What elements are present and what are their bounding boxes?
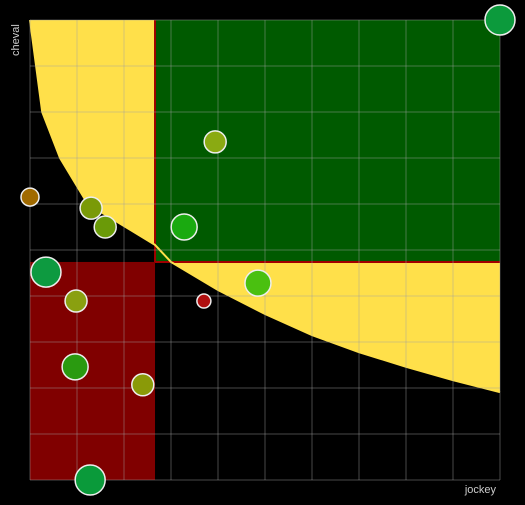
point — [20, 187, 40, 207]
point — [93, 215, 117, 239]
point — [64, 289, 88, 313]
point — [74, 464, 106, 496]
curve — [29, 19, 501, 394]
point — [79, 196, 103, 220]
point — [61, 353, 89, 381]
point — [203, 130, 227, 154]
point — [170, 213, 198, 241]
point — [484, 4, 516, 36]
region — [30, 261, 156, 480]
point — [244, 269, 272, 297]
highlight-area — [30, 20, 156, 245]
plot-area — [20, 4, 516, 496]
y-axis-label: cheval — [10, 24, 22, 56]
point — [30, 256, 62, 288]
point — [196, 293, 212, 309]
point — [131, 373, 155, 397]
x-axis-label: jockey — [464, 484, 497, 496]
